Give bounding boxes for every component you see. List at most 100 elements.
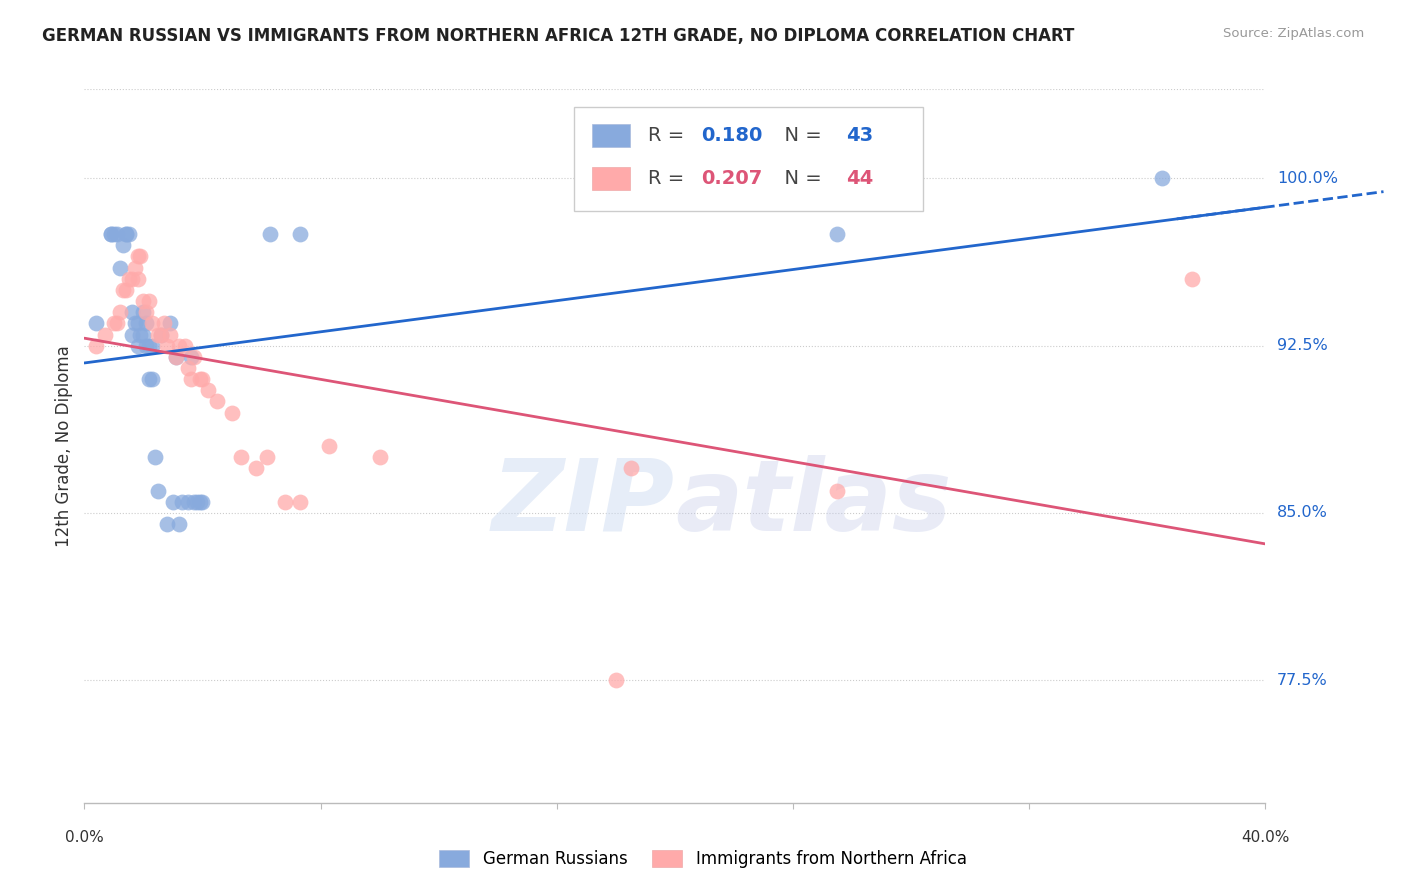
Point	[827, 227, 849, 242]
Point	[127, 316, 149, 330]
Point	[605, 673, 627, 687]
Point	[191, 372, 214, 386]
Point	[114, 227, 136, 242]
Point	[150, 327, 173, 342]
Point	[135, 316, 157, 330]
Point	[191, 494, 214, 508]
Point	[103, 227, 125, 242]
Point	[129, 327, 152, 342]
Point	[245, 461, 267, 475]
Point	[121, 327, 143, 342]
Point	[127, 250, 149, 264]
Point	[368, 450, 391, 465]
Point	[127, 271, 149, 285]
Text: 0.0%: 0.0%	[65, 830, 104, 845]
Point	[318, 439, 340, 453]
Text: Source: ZipAtlas.com: Source: ZipAtlas.com	[1223, 27, 1364, 40]
FancyBboxPatch shape	[575, 107, 922, 211]
Point	[274, 494, 297, 508]
Point	[186, 494, 208, 508]
Point	[141, 316, 163, 330]
Point	[114, 283, 136, 297]
Point	[124, 260, 146, 275]
Point	[100, 227, 122, 242]
Point	[121, 305, 143, 319]
Point	[180, 350, 202, 364]
Text: 92.5%: 92.5%	[1277, 338, 1327, 353]
Point	[259, 227, 281, 242]
Point	[118, 227, 141, 242]
Text: N =: N =	[772, 126, 828, 145]
Text: R =: R =	[648, 126, 690, 145]
Point	[118, 271, 141, 285]
Point	[135, 305, 157, 319]
Point	[197, 384, 219, 398]
Point	[156, 517, 179, 532]
Point	[105, 316, 128, 330]
Text: 40.0%: 40.0%	[1241, 830, 1289, 845]
Text: 100.0%: 100.0%	[1277, 171, 1339, 186]
Point	[173, 339, 195, 353]
Point	[159, 316, 181, 330]
Point	[108, 305, 131, 319]
Text: 0.180: 0.180	[700, 126, 762, 145]
Point	[127, 339, 149, 353]
Point	[103, 316, 125, 330]
Point	[188, 494, 211, 508]
Point	[162, 494, 184, 508]
Point	[170, 494, 193, 508]
Point	[183, 494, 205, 508]
Point	[141, 372, 163, 386]
Point	[1180, 271, 1202, 285]
Point	[153, 316, 176, 330]
Text: GERMAN RUSSIAN VS IMMIGRANTS FROM NORTHERN AFRICA 12TH GRADE, NO DIPLOMA CORRELA: GERMAN RUSSIAN VS IMMIGRANTS FROM NORTHE…	[42, 27, 1074, 45]
Point	[129, 250, 152, 264]
Point	[84, 316, 107, 330]
Point	[229, 450, 252, 465]
Point	[111, 238, 134, 252]
Text: 43: 43	[846, 126, 873, 145]
Point	[165, 350, 187, 364]
Point	[138, 339, 160, 353]
Point	[132, 305, 155, 319]
Point	[183, 350, 205, 364]
Point	[150, 327, 173, 342]
Text: 0.207: 0.207	[700, 169, 762, 188]
Point	[167, 339, 190, 353]
Point	[256, 450, 278, 465]
Text: 77.5%: 77.5%	[1277, 673, 1327, 688]
Point	[156, 339, 179, 353]
Point	[288, 227, 311, 242]
Point	[141, 339, 163, 353]
Point	[132, 294, 155, 309]
Point	[138, 294, 160, 309]
Point	[111, 283, 134, 297]
Point	[108, 260, 131, 275]
Point	[1150, 171, 1173, 186]
Text: 44: 44	[846, 169, 873, 188]
Point	[138, 372, 160, 386]
Text: N =: N =	[772, 169, 828, 188]
Point	[94, 327, 117, 342]
Point	[124, 316, 146, 330]
Text: atlas: atlas	[675, 455, 952, 551]
Point	[177, 361, 200, 376]
Point	[167, 517, 190, 532]
Point	[100, 227, 122, 242]
Y-axis label: 12th Grade, No Diploma: 12th Grade, No Diploma	[55, 345, 73, 547]
Point	[148, 327, 170, 342]
Point	[84, 339, 107, 353]
Point	[148, 483, 170, 498]
Legend: German Russians, Immigrants from Northern Africa: German Russians, Immigrants from Norther…	[433, 843, 973, 875]
Text: 85.0%: 85.0%	[1277, 506, 1329, 520]
Point	[114, 227, 136, 242]
Point	[205, 394, 228, 409]
Bar	[592, 124, 630, 147]
Bar	[592, 167, 630, 190]
Point	[105, 227, 128, 242]
Point	[221, 405, 243, 419]
Point	[180, 372, 202, 386]
Point	[143, 450, 166, 465]
Point	[288, 494, 311, 508]
Text: R =: R =	[648, 169, 690, 188]
